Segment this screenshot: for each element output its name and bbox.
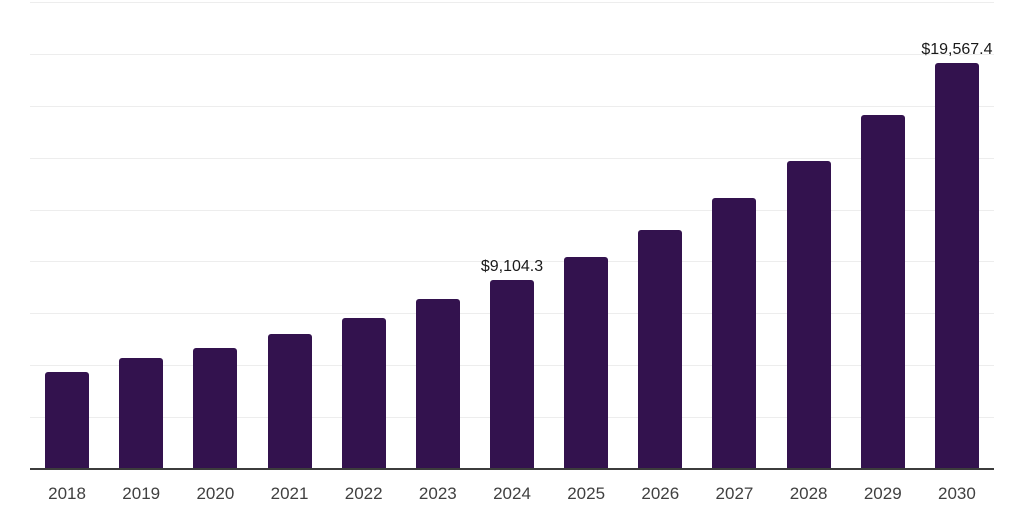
bar-2019[interactable]: [119, 358, 164, 469]
x-tick-label-2030: 2030: [938, 484, 976, 503]
bar-2022[interactable]: [341, 317, 386, 469]
bar-2023[interactable]: [415, 299, 460, 469]
bar-2030[interactable]: [934, 62, 979, 469]
gridline: [30, 2, 994, 3]
gridline: [30, 157, 994, 159]
x-axis-line: [30, 468, 994, 470]
bar-2028[interactable]: [786, 160, 831, 469]
gridline: [30, 261, 994, 263]
bar-2027[interactable]: [712, 197, 757, 469]
x-tick-label-2020: 2020: [196, 484, 235, 503]
gridline: [30, 105, 994, 107]
data-label-2030: $19,567.4: [921, 40, 993, 58]
x-tick-label-2022: 2022: [344, 484, 383, 503]
bar-2025[interactable]: [564, 256, 609, 469]
x-tick-label-2027: 2027: [715, 484, 754, 503]
bar-2018[interactable]: [45, 371, 90, 469]
x-tick-label-2026: 2026: [641, 484, 680, 503]
x-tick-label-2021: 2021: [270, 484, 309, 503]
x-tick-label-2029: 2029: [863, 484, 902, 503]
bar-2029[interactable]: [860, 115, 905, 469]
gridline: [30, 209, 994, 211]
x-tick-label-2018: 2018: [48, 484, 86, 503]
bar-2021[interactable]: [267, 334, 312, 469]
x-tick-label-2023: 2023: [418, 484, 457, 503]
x-tick-label-2025: 2025: [567, 484, 606, 503]
bar-2026[interactable]: [638, 230, 683, 469]
gridline: [30, 53, 994, 55]
bar-2024[interactable]: [490, 280, 534, 469]
x-tick-label-2024: 2024: [493, 484, 531, 503]
bar-2020[interactable]: [193, 347, 238, 469]
x-tick-label-2028: 2028: [789, 484, 828, 503]
data-label-2024: $9,104.3: [480, 258, 544, 276]
x-tick-label-2019: 2019: [122, 484, 161, 503]
